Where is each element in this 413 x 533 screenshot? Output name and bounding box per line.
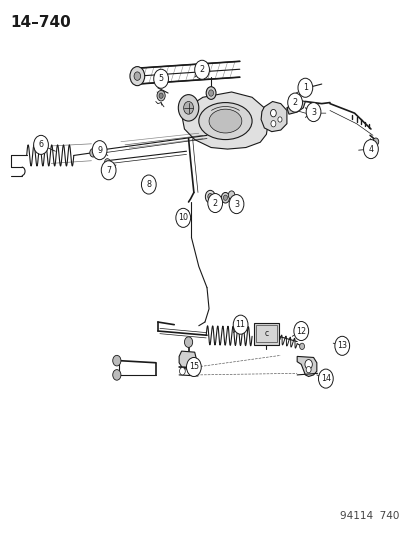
Circle shape (141, 175, 156, 194)
Circle shape (372, 138, 378, 146)
Text: 14: 14 (320, 374, 330, 383)
Circle shape (334, 336, 349, 356)
Text: 1: 1 (302, 83, 307, 92)
Circle shape (101, 161, 116, 180)
Text: 3: 3 (310, 108, 315, 117)
Text: 2: 2 (199, 65, 204, 74)
Circle shape (228, 191, 234, 199)
Text: c: c (264, 329, 268, 338)
Polygon shape (261, 101, 286, 132)
Circle shape (306, 367, 310, 373)
Circle shape (306, 102, 320, 122)
Circle shape (299, 343, 304, 350)
Circle shape (157, 91, 165, 101)
Circle shape (112, 369, 121, 380)
Text: 15: 15 (188, 362, 199, 372)
Circle shape (363, 140, 377, 159)
Ellipse shape (198, 102, 252, 140)
Polygon shape (182, 92, 268, 149)
Polygon shape (297, 357, 316, 376)
Circle shape (112, 356, 121, 366)
Text: 7: 7 (106, 166, 111, 175)
Circle shape (184, 337, 192, 348)
Circle shape (134, 72, 140, 80)
Circle shape (221, 192, 229, 203)
Circle shape (104, 159, 110, 166)
Circle shape (159, 93, 163, 98)
Circle shape (190, 368, 196, 376)
Circle shape (207, 193, 222, 213)
Circle shape (304, 360, 311, 369)
Circle shape (186, 358, 201, 376)
Text: 3: 3 (233, 199, 238, 208)
Polygon shape (179, 351, 196, 369)
Circle shape (287, 93, 302, 112)
Text: 12: 12 (295, 327, 306, 335)
Circle shape (297, 78, 312, 98)
Polygon shape (286, 100, 305, 114)
Circle shape (277, 117, 281, 122)
Circle shape (223, 195, 227, 200)
Circle shape (90, 149, 96, 157)
Circle shape (194, 60, 209, 79)
Circle shape (130, 67, 145, 86)
Circle shape (153, 69, 168, 88)
Text: 13: 13 (337, 341, 347, 350)
Circle shape (318, 369, 332, 388)
Text: 4: 4 (368, 144, 373, 154)
Circle shape (176, 208, 190, 228)
Text: 14–740: 14–740 (10, 15, 71, 30)
Circle shape (33, 135, 48, 155)
Circle shape (293, 321, 308, 341)
Circle shape (270, 120, 275, 127)
Text: 11: 11 (235, 320, 245, 329)
Circle shape (178, 95, 198, 121)
Circle shape (289, 102, 294, 110)
Text: 6: 6 (38, 140, 43, 149)
Circle shape (206, 87, 216, 99)
Text: 2: 2 (212, 198, 217, 207)
Circle shape (207, 193, 212, 200)
Circle shape (208, 90, 213, 96)
FancyBboxPatch shape (254, 322, 278, 345)
Text: 94114  740: 94114 740 (339, 511, 399, 521)
Circle shape (228, 195, 243, 214)
Text: 10: 10 (178, 213, 188, 222)
Circle shape (233, 315, 247, 334)
Circle shape (205, 190, 215, 203)
Circle shape (179, 368, 185, 375)
Text: 5: 5 (158, 74, 163, 83)
Text: 2: 2 (292, 98, 297, 107)
Text: 8: 8 (146, 180, 151, 189)
Ellipse shape (209, 109, 241, 133)
Circle shape (270, 109, 275, 117)
Text: 9: 9 (97, 146, 102, 155)
Circle shape (92, 141, 107, 160)
Circle shape (183, 101, 193, 114)
